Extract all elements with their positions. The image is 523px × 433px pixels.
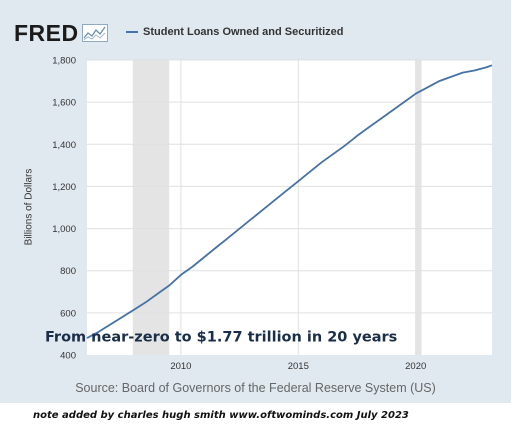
fred-logo-text: FRED (14, 19, 79, 46)
series-line (86, 64, 493, 339)
chart-annotation: From near-zero to $1.77 trillion in 20 y… (45, 329, 397, 345)
attribution-note: note added by charles hugh smith www.oft… (33, 410, 409, 421)
y-tick-label: 400 (60, 351, 76, 362)
legend: Student Loans Owned and Securitized (126, 26, 343, 38)
x-tick-label: 2020 (405, 361, 426, 372)
recession-band (415, 60, 422, 355)
x-tick-label: 2015 (288, 361, 309, 372)
recession-band (132, 60, 170, 355)
grid-layer (87, 59, 492, 355)
x-tick-labels: 2010 2015 2020 (170, 361, 426, 372)
fred-logo[interactable]: FRED (14, 18, 108, 48)
source-credit: Source: Board of Governors of the Federa… (75, 381, 436, 395)
y-tick-labels: 400 600 800 1,000 1,200 1,400 1,600 1,800 (52, 56, 76, 362)
fred-chart-icon (81, 24, 108, 42)
x-tick-label: 2010 (170, 361, 191, 372)
y-tick-label: 800 (60, 266, 76, 277)
legend-label: Student Loans Owned and Securitized (143, 26, 344, 38)
y-tick-label: 1,600 (52, 98, 76, 109)
y-tick-label: 1,000 (52, 224, 76, 235)
y-tick-label: 1,400 (52, 140, 76, 151)
y-tick-label: 1,200 (52, 182, 76, 193)
y-tick-label: 600 (60, 308, 76, 319)
y-tick-label: 1,800 (52, 56, 76, 67)
chart-panel: FRED Student Loans Owned and Securitized… (0, 0, 511, 403)
legend-swatch (126, 31, 138, 33)
